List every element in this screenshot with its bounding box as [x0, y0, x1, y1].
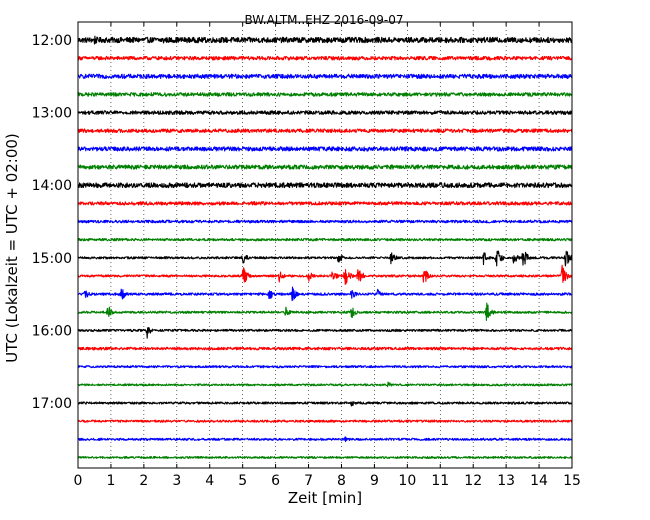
trace-row-1415	[77, 201, 573, 206]
trace-row-1515	[77, 264, 573, 285]
x-tick-label: 12	[464, 473, 482, 489]
x-axis-label: Zeit [min]	[288, 489, 362, 507]
x-tick-label: 1	[106, 473, 115, 489]
trace-row-1745	[77, 455, 573, 459]
trace-row-1200	[77, 35, 573, 45]
x-tick-label: 15	[563, 473, 581, 489]
x-tick-label: 9	[370, 473, 379, 489]
y-axis-ticks: 12:00 13:00 14:00 15:00 16:00 17:00	[32, 33, 572, 412]
y-axis-label: UTC (Lokalzeit = UTC + 02:00)	[3, 133, 21, 363]
trace-row-1500	[77, 250, 573, 267]
x-tick-label: 0	[74, 473, 83, 489]
trace-row-1230	[77, 73, 573, 79]
trace-row-1330	[77, 146, 573, 152]
x-tick-label: 8	[337, 473, 346, 489]
seismic-traces	[77, 35, 573, 459]
x-tick-label: 11	[431, 473, 449, 489]
trace-row-1715	[77, 419, 573, 423]
trace-row-1630	[77, 365, 573, 369]
trace-row-1615	[77, 346, 573, 351]
x-tick-label: 6	[271, 473, 280, 489]
trace-row-1700	[77, 401, 573, 407]
trace-row-1300	[77, 110, 573, 115]
trace-row-1730	[77, 436, 573, 443]
trace-row-1400	[77, 182, 573, 189]
y-tick-label: 15:00	[32, 251, 72, 267]
trace-row-1215	[77, 55, 573, 61]
x-axis-ticks: 0 1 2 3 4 5 6 7 8 9 10 11 12 13 14 15	[74, 22, 581, 489]
trace-row-1530	[77, 286, 573, 302]
plot-frame	[77, 21, 573, 469]
x-tick-label: 5	[238, 473, 247, 489]
x-tick-label: 13	[497, 473, 515, 489]
trace-row-1445	[77, 237, 573, 242]
x-tick-label: 2	[139, 473, 148, 489]
trace-row-1600	[77, 326, 573, 339]
trace-row-1315	[77, 128, 573, 134]
trace-row-1645	[77, 381, 573, 388]
y-tick-label: 14:00	[32, 178, 72, 194]
chart-title: BW.ALTM..EHZ 2016-09-07	[244, 13, 403, 27]
y-tick-label: 16:00	[32, 323, 72, 339]
trace-row-1545	[77, 302, 573, 322]
trace-row-1430	[77, 219, 573, 224]
y-tick-label: 17:00	[32, 396, 72, 412]
x-tick-label: 7	[304, 473, 313, 489]
x-tick-label: 10	[398, 473, 416, 489]
x-tick-label: 14	[530, 473, 548, 489]
trace-row-1345	[77, 164, 573, 170]
x-tick-label: 4	[205, 473, 214, 489]
trace-row-1245	[77, 92, 573, 97]
y-tick-label: 13:00	[32, 106, 72, 122]
y-tick-label: 12:00	[32, 33, 72, 49]
x-tick-label: 3	[172, 473, 181, 489]
